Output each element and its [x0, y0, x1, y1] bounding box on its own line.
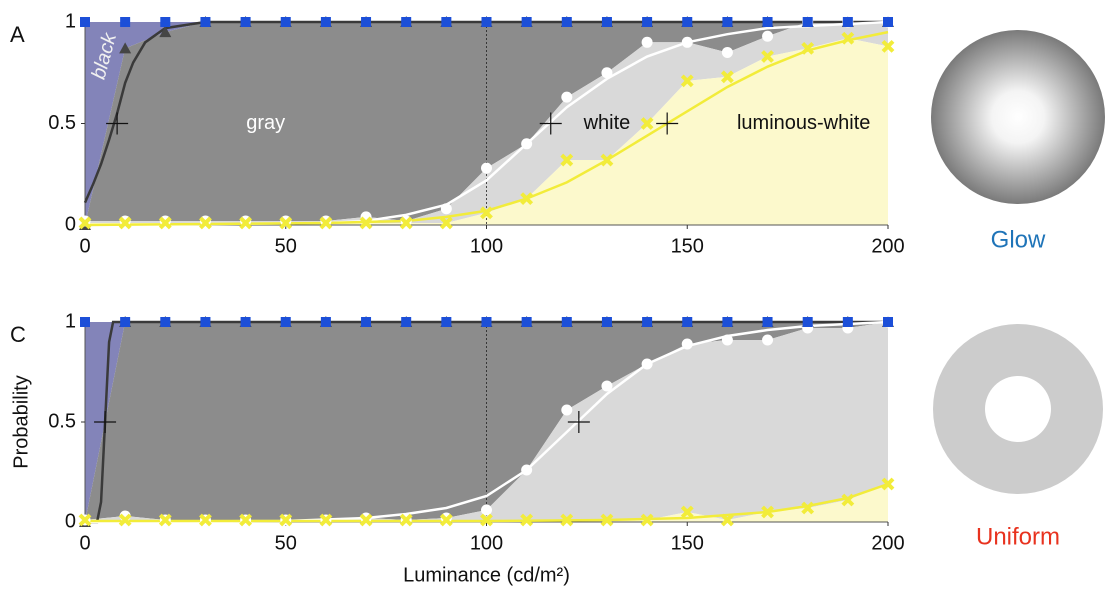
square-marker	[602, 17, 612, 27]
square-marker	[883, 17, 893, 27]
square-marker	[642, 317, 652, 327]
circle-marker	[601, 67, 612, 78]
region-label: luminous-white	[737, 112, 870, 134]
circle-marker	[561, 92, 572, 103]
square-marker	[522, 317, 532, 327]
x-tick-label: 200	[871, 235, 904, 257]
square-marker	[80, 317, 90, 327]
panel: 0 50 100 150 200 0 0.5 1 C Uniform Probability Lumi…	[10, 310, 1060, 586]
circle-marker	[561, 405, 572, 416]
square-marker	[642, 17, 652, 27]
y-tick-label: 1	[65, 10, 76, 32]
square-marker	[401, 17, 411, 27]
square-marker	[160, 17, 170, 27]
circle-marker	[441, 203, 452, 214]
y-tick-label: 0	[65, 510, 76, 532]
square-marker	[120, 17, 130, 27]
circle-marker	[521, 138, 532, 149]
y-tick-label: 1	[65, 310, 76, 332]
square-marker	[241, 17, 251, 27]
glow-stimulus	[931, 30, 1105, 204]
circle-marker	[642, 359, 653, 370]
square-marker	[562, 317, 572, 327]
x-tick-label: 100	[470, 235, 503, 257]
square-marker	[722, 317, 732, 327]
x-tick-label: 200	[871, 532, 904, 554]
square-marker	[843, 17, 853, 27]
region-label: gray	[246, 112, 285, 134]
square-marker	[482, 17, 492, 27]
square-marker	[441, 317, 451, 327]
circle-marker	[601, 381, 612, 392]
x-tick-label: 150	[671, 235, 704, 257]
circle-marker	[521, 465, 532, 476]
square-marker	[281, 17, 291, 27]
square-marker	[522, 17, 532, 27]
y-tick-label: 0.5	[48, 410, 76, 432]
circle-marker	[722, 47, 733, 58]
square-marker	[482, 317, 492, 327]
square-marker	[763, 17, 773, 27]
x-axis-label: Luminance (cd/m²)	[403, 564, 570, 586]
square-marker	[321, 17, 331, 27]
circle-marker	[642, 37, 653, 48]
square-marker	[763, 317, 773, 327]
square-marker	[120, 317, 130, 327]
square-marker	[321, 317, 331, 327]
x-tick-label: 150	[671, 532, 704, 554]
square-marker	[803, 17, 813, 27]
circle-marker	[762, 335, 773, 346]
square-marker	[200, 17, 210, 27]
square-marker	[722, 17, 732, 27]
square-marker	[281, 317, 291, 327]
square-marker	[160, 317, 170, 327]
square-marker	[682, 17, 692, 27]
condition-label: Glow	[991, 226, 1046, 253]
square-marker	[241, 317, 251, 327]
region-label: white	[583, 112, 631, 134]
condition-label: Uniform	[976, 523, 1060, 550]
x-tick-label: 50	[275, 532, 297, 554]
square-marker	[562, 17, 572, 27]
square-marker	[803, 317, 813, 327]
x-tick-label: 0	[79, 235, 90, 257]
circle-marker	[481, 163, 492, 174]
square-marker	[361, 317, 371, 327]
y-tick-label: 0	[65, 213, 76, 235]
square-marker	[361, 17, 371, 27]
square-marker	[883, 317, 893, 327]
x-tick-label: 100	[470, 532, 503, 554]
square-marker	[843, 317, 853, 327]
square-marker	[602, 317, 612, 327]
y-tick-label: 0.5	[48, 112, 76, 134]
circle-marker	[722, 335, 733, 346]
figure: 05010015020000.51blackgraywhiteluminous-…	[0, 0, 1105, 588]
x-tick-label: 0	[79, 532, 90, 554]
square-marker	[200, 317, 210, 327]
panel-label: A	[10, 22, 25, 47]
circle-marker	[481, 505, 492, 516]
circle-marker	[682, 339, 693, 350]
y-axis-label: Probability	[10, 375, 32, 468]
square-marker	[682, 317, 692, 327]
square-marker	[441, 17, 451, 27]
circle-marker	[682, 37, 693, 48]
x-tick-label: 50	[275, 235, 297, 257]
panel-label: C	[10, 322, 26, 347]
uniform-stimulus	[933, 324, 1103, 494]
square-marker	[80, 17, 90, 27]
square-marker	[401, 317, 411, 327]
circle-marker	[762, 31, 773, 42]
